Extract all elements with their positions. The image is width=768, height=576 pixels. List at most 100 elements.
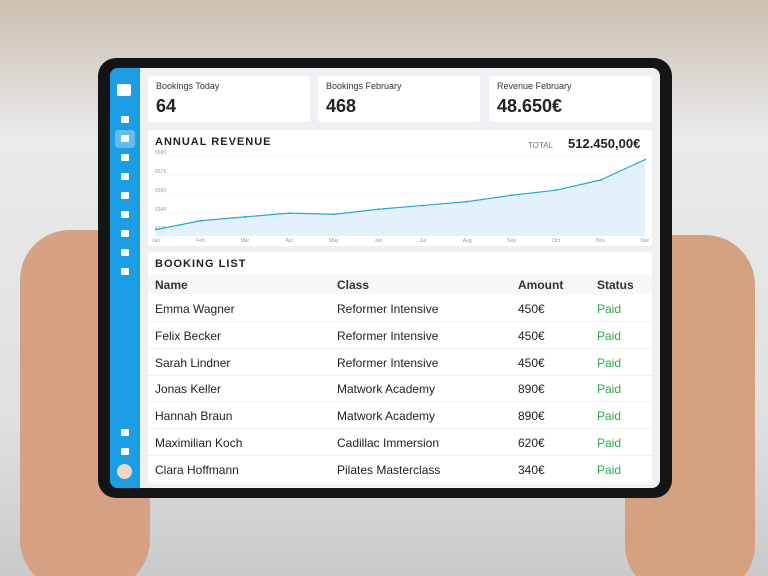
cell: 890€ xyxy=(518,409,545,424)
cell: Maximilian Koch xyxy=(155,436,243,450)
x-tick-label: Feb xyxy=(196,238,205,244)
point xyxy=(421,204,424,207)
cell: Felix Becker xyxy=(155,328,222,343)
cell: Reformer Intensive xyxy=(337,355,439,370)
cell: 340€ xyxy=(518,462,545,477)
status: Paid xyxy=(597,328,622,343)
cell: 450€ xyxy=(518,355,545,370)
cell: Matwork Academy xyxy=(337,382,436,397)
row-divider xyxy=(148,401,652,403)
row-divider xyxy=(148,321,652,322)
row-divider xyxy=(148,481,652,483)
cell: Sarah Lindner xyxy=(155,355,231,370)
nav-user[interactable] xyxy=(121,154,129,161)
nav-docs[interactable] xyxy=(121,211,129,218)
y-tick-label: €675 xyxy=(155,169,166,175)
nav-settings[interactable] xyxy=(121,429,129,436)
cell: Matwork Academy xyxy=(337,409,436,424)
point xyxy=(466,200,469,203)
line xyxy=(155,159,646,231)
total-value: 512.450,00€ xyxy=(568,136,641,151)
cell: Emma Wagner xyxy=(155,302,235,316)
nav-payments[interactable] xyxy=(121,230,129,237)
cell: Pilates Masterclass xyxy=(337,462,441,477)
nav-bank[interactable] xyxy=(121,249,129,256)
point xyxy=(243,215,246,218)
x-tick-label: Aug xyxy=(463,238,472,244)
cell: Cadillac Immersion xyxy=(337,436,440,450)
y-tick-label: €645 xyxy=(155,207,166,213)
column-header: Class xyxy=(337,278,370,292)
y-tick-label: €660 xyxy=(155,188,166,194)
nav-mail[interactable] xyxy=(121,192,129,199)
area xyxy=(156,159,645,236)
y-tick-label: €690 xyxy=(155,150,166,156)
sidebar xyxy=(110,68,140,488)
row-divider xyxy=(148,374,652,376)
header-row xyxy=(148,274,652,294)
revenue-card: ANNUAL REVENUE TOTAL 512.450,00€ €630€64… xyxy=(148,130,652,246)
point xyxy=(199,219,202,222)
cell: 450€ xyxy=(518,302,545,316)
row-divider xyxy=(148,428,652,430)
card-title: ANNUAL REVENUE xyxy=(155,136,272,148)
stat-value: 48.650€ xyxy=(497,96,563,116)
nav-contacts[interactable] xyxy=(121,173,129,180)
x-tick-label: Nov xyxy=(596,238,605,244)
status: Paid xyxy=(597,409,622,424)
stat-label: Revenue February xyxy=(497,81,572,91)
stat-card: Bookings February 468 xyxy=(318,76,480,122)
card-title: BOOKING LIST xyxy=(155,258,247,270)
x-tick-label: Jan xyxy=(152,238,160,244)
row-divider xyxy=(148,455,652,456)
nav-tags[interactable] xyxy=(121,268,129,275)
cell: Reformer Intensive xyxy=(337,328,439,343)
status: Paid xyxy=(597,462,622,477)
column-header: Status xyxy=(597,278,634,292)
avatar[interactable] xyxy=(117,464,132,479)
x-tick-label: Oct xyxy=(552,238,560,244)
x-tick-label: Mar xyxy=(241,238,250,244)
x-tick-label: Sep xyxy=(507,238,516,244)
cell: 450€ xyxy=(518,328,545,343)
row-divider xyxy=(148,347,652,349)
point xyxy=(377,208,380,211)
stat-card: Bookings Today 64 xyxy=(148,76,310,122)
stat-card: Revenue February 48.650€ xyxy=(489,76,652,122)
point xyxy=(155,228,157,231)
status: Paid xyxy=(597,302,622,316)
x-tick-label: Apr xyxy=(285,238,293,244)
booking-card: BOOKING LIST Name Class Amount Status Emma W… xyxy=(148,252,652,484)
cell: 620€ xyxy=(518,436,545,450)
column-header: Amount xyxy=(518,278,564,292)
total-label: TOTAL xyxy=(528,141,554,150)
logo xyxy=(117,84,131,96)
x-tick-label: Dec xyxy=(641,238,650,244)
stat-value: 64 xyxy=(156,96,177,116)
point xyxy=(644,158,646,161)
point xyxy=(332,213,335,216)
status: Paid xyxy=(597,355,622,370)
cell: Reformer Intensive xyxy=(337,302,439,316)
point xyxy=(599,179,602,181)
cell: Jonas Keller xyxy=(155,382,222,397)
point xyxy=(510,194,513,197)
status: Paid xyxy=(597,436,622,450)
point xyxy=(288,212,291,215)
x-tick-label: May xyxy=(329,238,339,244)
chart: €630€645€660€675€690JanFebMarAprMayJunJu… xyxy=(152,150,650,244)
stat-label: Bookings February xyxy=(326,81,402,91)
nav-search[interactable] xyxy=(121,116,129,123)
cell: Hannah Braun xyxy=(155,409,233,424)
column-header: Name xyxy=(155,278,188,292)
status: Paid xyxy=(597,382,622,397)
screen: Bookings Today 64 Bookings February 468 Re… xyxy=(110,68,660,488)
x-tick-label: Jun xyxy=(374,238,382,244)
nav-help[interactable] xyxy=(121,448,129,455)
stat-value: 468 xyxy=(326,96,357,116)
cell: Clara Hoffmann xyxy=(155,462,239,477)
stat-label: Bookings Today xyxy=(156,81,220,91)
nav-home[interactable] xyxy=(121,135,129,142)
x-tick-label: Jul xyxy=(420,238,426,244)
